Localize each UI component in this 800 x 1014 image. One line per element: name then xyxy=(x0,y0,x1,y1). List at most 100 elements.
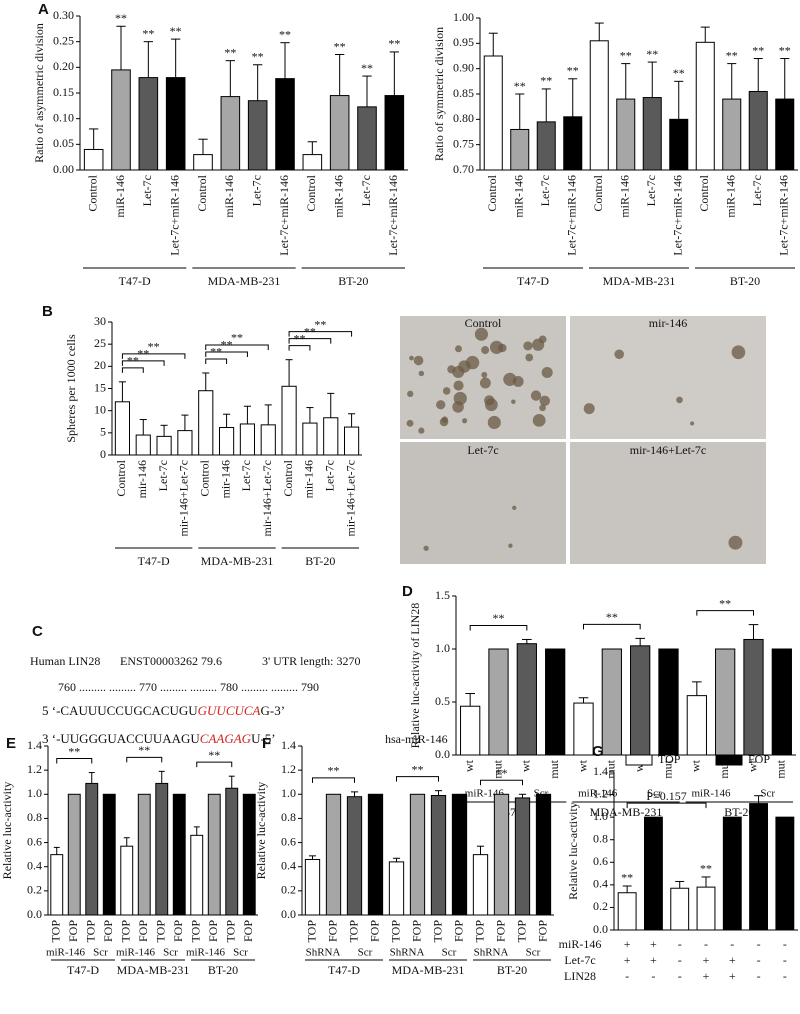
positions: 760 ......... ......... 770 ......... ..… xyxy=(58,680,319,694)
sphere xyxy=(441,416,448,423)
table-sign: - xyxy=(704,937,708,951)
error-bar xyxy=(53,846,60,855)
error-bar xyxy=(171,38,181,78)
y-tick-label: 0.6 xyxy=(27,834,42,848)
y-tick-label: 10 xyxy=(94,402,106,416)
bar xyxy=(172,793,186,916)
bar xyxy=(111,69,131,171)
bar xyxy=(165,77,186,171)
error-bar xyxy=(193,826,200,836)
bracket-label: ** xyxy=(493,611,505,625)
group-label: T47-D xyxy=(119,274,151,288)
group-label: BT-20 xyxy=(730,274,760,288)
bar xyxy=(50,854,64,916)
y-tick-label: 0.8 xyxy=(593,831,608,845)
x-tick-label: mir-146+Let-7c xyxy=(260,460,274,537)
x-tick-label: TOP xyxy=(430,920,444,943)
bracket xyxy=(288,345,311,351)
x-tick-label: Let-7c xyxy=(156,460,170,491)
y-tick-label: 0.30 xyxy=(53,8,74,22)
panel-label: C xyxy=(32,623,43,640)
sphere xyxy=(487,415,501,430)
error-bar xyxy=(392,857,401,862)
x-tick-label: Control xyxy=(485,174,499,211)
error-bar xyxy=(701,876,711,888)
error-bar xyxy=(727,63,737,100)
table-sign: - xyxy=(783,937,787,951)
error-bar xyxy=(692,681,702,696)
y-tick-label: 0.0 xyxy=(593,922,608,936)
error-bar xyxy=(594,22,604,41)
significance: ** xyxy=(252,50,264,64)
x-tick-label: mir-146 xyxy=(218,460,232,498)
error-bar xyxy=(243,405,251,424)
legend-label: FOP xyxy=(748,752,770,766)
bar xyxy=(488,648,509,756)
x-tick-label: wt xyxy=(462,759,476,772)
seed-site: GUUCUCA xyxy=(198,703,261,718)
y-tick-label: 1.00 xyxy=(453,10,474,24)
y-tick-label: 25 xyxy=(94,336,106,350)
bar xyxy=(616,98,636,171)
error-bar xyxy=(622,885,632,893)
error-bar xyxy=(228,775,235,789)
y-tick-label: 1.0 xyxy=(281,786,296,800)
y-tick-label: 20 xyxy=(94,358,106,372)
x-tick-label: Control xyxy=(697,174,711,211)
group-label: BT-20 xyxy=(208,963,238,977)
y-tick-label: 1.2 xyxy=(27,762,42,776)
x-tick-label: TOP xyxy=(84,920,98,943)
x-tick-label: FOP xyxy=(206,920,220,942)
bar xyxy=(715,648,736,756)
x-tick-label: miR-146 xyxy=(724,175,738,218)
sequence-panel: Human LIN28 ENST00003262 79.6 3' UTR len… xyxy=(30,654,448,746)
group-label: MDA-MB-231 xyxy=(208,274,281,288)
x-tick-label: Let-7c xyxy=(140,175,154,206)
x-tick-label: FOP xyxy=(101,920,115,942)
bar xyxy=(430,794,447,916)
y-axis-label: Ratio of asymmetric division xyxy=(32,23,46,163)
bar xyxy=(775,816,795,931)
y-tick-label: 1.4 xyxy=(281,738,296,752)
x-tick-label: wt xyxy=(519,759,533,772)
x-tick-label: Let-7c xyxy=(644,175,658,206)
subgroup-label: ShRNA xyxy=(390,947,425,959)
y-tick-label: 0.4 xyxy=(27,858,42,872)
x-tick-label: TOP xyxy=(514,920,528,943)
error-bar xyxy=(88,772,95,784)
sphere xyxy=(442,387,451,395)
x-tick-label: wt xyxy=(689,759,703,772)
bracket xyxy=(196,761,233,768)
y-tick-label: 0.0 xyxy=(281,907,296,921)
bracket-label: ** xyxy=(719,596,731,610)
x-tick-label: Control xyxy=(114,459,128,496)
x-tick-label: Control xyxy=(198,459,212,496)
group-label: MDA-MB-231 xyxy=(117,963,190,977)
sphere xyxy=(474,327,488,341)
error-bar xyxy=(308,855,317,860)
significance: ** xyxy=(142,26,154,40)
y-tick-label: 1.0 xyxy=(27,786,42,800)
bar xyxy=(695,41,715,171)
error-bar xyxy=(635,637,645,646)
bar xyxy=(472,854,489,916)
bar xyxy=(242,793,256,916)
y-tick-label: 0.5 xyxy=(435,694,450,708)
sphere xyxy=(530,390,542,401)
y-tick-label: 0.2 xyxy=(281,883,296,897)
panel-label: G xyxy=(592,743,604,760)
bracket xyxy=(696,610,754,616)
mirna-sequence: 3 ‘-UUGGGUACCUUAAGUCAAGAGU-5’ xyxy=(42,731,276,746)
x-tick-label: TOP xyxy=(346,920,360,943)
x-tick-label: FOP xyxy=(136,920,150,942)
y-tick-label: 5 xyxy=(100,425,106,439)
bar xyxy=(329,95,350,171)
bar xyxy=(198,390,214,456)
y-axis-label: Ratio of symmetric division xyxy=(432,27,446,161)
y-tick-label: 0.0 xyxy=(435,747,450,761)
y-tick-label: 0.8 xyxy=(27,810,42,824)
sphere xyxy=(409,355,414,361)
y-tick-label: 0.2 xyxy=(593,899,608,913)
sphere xyxy=(523,341,533,351)
sphere xyxy=(539,404,546,412)
